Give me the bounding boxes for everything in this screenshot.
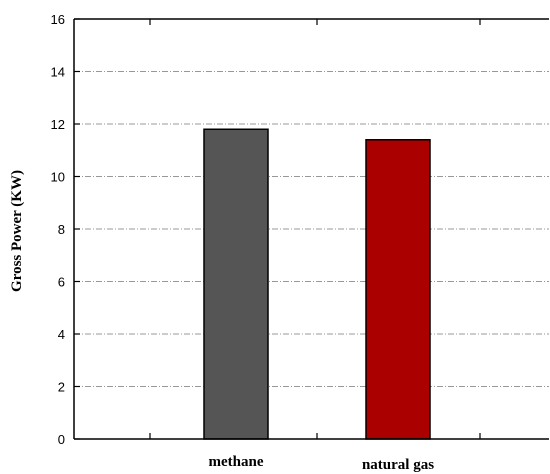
y-tick-label-2: 4	[58, 327, 65, 342]
y-tick-labels: 0 2 4 6 8 10 12 14 16	[51, 12, 65, 447]
y-tick-label-5: 10	[51, 170, 65, 185]
y-tick-label-8: 16	[51, 12, 65, 27]
y-tick-label-0: 0	[58, 432, 65, 447]
bar-methane	[203, 128, 269, 440]
y-axis-title: Gross Power (KW)	[9, 170, 25, 292]
category-label-methane: methane	[209, 454, 264, 470]
bar-natural-gas	[365, 139, 431, 440]
bars	[203, 128, 431, 440]
y-tick-label-1: 2	[58, 380, 65, 395]
y-tick-label-4: 8	[58, 222, 65, 237]
grid-lines	[74, 18, 549, 387]
y-tick-label-6: 12	[51, 117, 65, 132]
category-label-natural-gas: natural gas	[362, 457, 434, 473]
y-tick-label-7: 14	[51, 65, 65, 80]
axes	[73, 18, 549, 440]
category-labels: methane natural gas	[209, 454, 435, 473]
y-tick-label-3: 6	[58, 275, 65, 290]
